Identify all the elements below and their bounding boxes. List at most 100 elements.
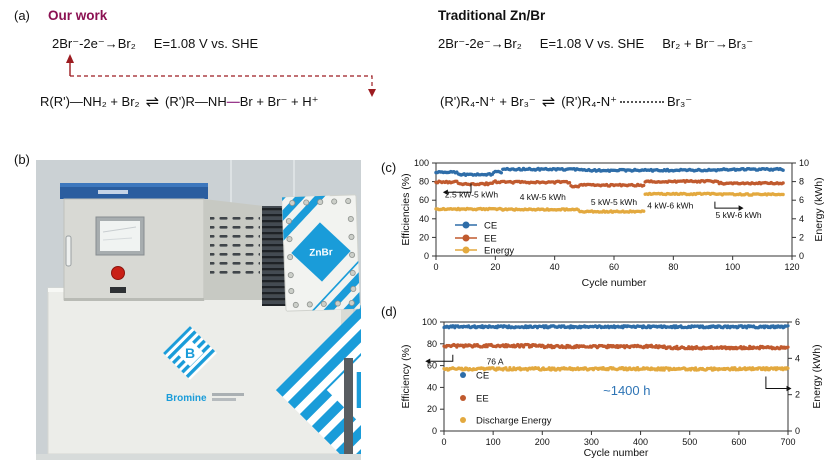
annotation: ~1400 h xyxy=(603,383,650,398)
svg-text:60: 60 xyxy=(427,361,437,371)
svg-text:40: 40 xyxy=(419,214,429,224)
series-ee xyxy=(442,342,790,351)
cabinet-edge-shadow xyxy=(344,358,353,454)
svg-text:0: 0 xyxy=(424,251,429,261)
svg-text:2: 2 xyxy=(799,232,804,242)
svg-text:40: 40 xyxy=(427,382,437,392)
our-work-title: Our work xyxy=(48,8,108,23)
recycle-arrow xyxy=(66,54,376,97)
trad-eq-potential: E=1.08 V vs. SHE xyxy=(539,36,645,51)
svg-text:4: 4 xyxy=(795,353,800,363)
annotations: 2.5 kW-5 kWh 4 kW-5 kWh 5 kW-5 kWh 4 kW-6 k… xyxy=(442,183,762,220)
svg-text:8: 8 xyxy=(799,177,804,187)
svg-text:0: 0 xyxy=(433,262,438,272)
svg-text:0: 0 xyxy=(441,437,446,447)
annotation-arrow xyxy=(765,376,787,389)
legend: CE EE Discharge Energy xyxy=(460,371,552,427)
vent-grille xyxy=(210,212,260,280)
key-slot xyxy=(110,287,126,293)
svg-text:80: 80 xyxy=(427,339,437,349)
svg-text:60: 60 xyxy=(609,262,619,272)
panel-d-label: (d) xyxy=(381,304,397,319)
svg-text:6: 6 xyxy=(795,317,800,327)
x-axis-label: Cycle number xyxy=(584,447,649,459)
trad-association-equation: (R')R₄-N⁺ + Br₃⁻ ⇌ (R')R₄-N⁺ Br₃⁻ xyxy=(440,92,692,112)
fine-print xyxy=(212,398,236,401)
x-axis-label: Cycle number xyxy=(582,277,647,289)
svg-text:100: 100 xyxy=(725,262,740,272)
annotations: 76 A ~1400 h xyxy=(425,354,792,398)
svg-text:100: 100 xyxy=(414,158,429,168)
annotation: 5 kW-5 kWh xyxy=(591,197,637,207)
svg-text:20: 20 xyxy=(419,232,429,242)
svg-text:40: 40 xyxy=(550,262,560,272)
trad-eq-oxidation: 2Br⁻-2e⁻→Br₂ xyxy=(438,36,522,51)
plate-bolts xyxy=(285,198,357,308)
series-ee xyxy=(434,178,785,189)
svg-text:10: 10 xyxy=(799,158,809,168)
svg-text:80: 80 xyxy=(668,262,678,272)
equilibrium-arrows: ⇌ xyxy=(145,94,160,111)
battery-system-photo: B B Bromine xyxy=(36,160,361,460)
trad-eq2-left: (R')R₄-N⁺ + Br₃⁻ xyxy=(440,94,536,109)
nh-br-bond: — xyxy=(226,94,240,109)
y-axis-label-left: Efficiency (%) xyxy=(400,345,412,409)
panel-c-label: (c) xyxy=(381,160,397,175)
our-eq-oxidation: 2Br⁻-2e⁻→Br₂ xyxy=(52,36,136,51)
svg-text:400: 400 xyxy=(633,437,648,447)
svg-text:0: 0 xyxy=(795,426,800,436)
band-label xyxy=(98,190,128,194)
control-cabinet xyxy=(60,183,264,301)
floor xyxy=(36,454,361,460)
legend-label: CE xyxy=(476,371,489,382)
svg-text:100: 100 xyxy=(486,437,501,447)
annotation: 5 kW-6 kWh xyxy=(716,210,762,220)
svg-text:2: 2 xyxy=(795,390,800,400)
control-cabinet-top-band xyxy=(60,187,208,199)
svg-text:200: 200 xyxy=(535,437,550,447)
our-bromination-equation: R(R')—NH₂ + Br₂ ⇌ (R')R—NH—Br + Br⁻ + H⁺ xyxy=(40,92,318,112)
y-axis-label-left: Efficiencies (%) xyxy=(400,173,412,245)
axes: 0 100 200 300 400 500 600 7000204060801000246Ef… xyxy=(400,317,823,459)
annotation-arrow xyxy=(714,201,739,209)
annotation: 2.5 kW-5 kWh xyxy=(445,189,498,199)
our-eq2-left: R(R')—NH₂ + Br₂ xyxy=(40,94,140,109)
annotation-arrow xyxy=(430,354,454,362)
equilibrium-arrows: ⇌ xyxy=(541,94,556,111)
svg-text:500: 500 xyxy=(682,437,697,447)
corner-stripes xyxy=(282,195,331,246)
chart-rate-performance: 0 20 40 60 80 100 1200204060801000246810Effici… xyxy=(400,158,825,289)
cabinet-logo-letter: B xyxy=(185,345,195,361)
svg-text:20: 20 xyxy=(427,404,437,414)
our-oxidation-equation: 2Br⁻-2e⁻→Br₂ E=1.08 V vs. SHE xyxy=(52,36,258,52)
bromine-brand-text: Bromine xyxy=(166,393,207,404)
legend-label: CE xyxy=(484,221,497,232)
panel-a-label: (a) xyxy=(14,8,30,23)
svg-text:4: 4 xyxy=(799,214,804,224)
svg-text:60: 60 xyxy=(419,195,429,205)
series-discharge-energy xyxy=(442,366,790,372)
chart-long-cycling: 0 100 200 300 400 500 600 7000204060801000246Ef… xyxy=(400,317,823,459)
emergency-stop-button xyxy=(111,266,125,280)
our-eq2-right-pre: (R')R—NH xyxy=(165,94,227,109)
svg-text:0: 0 xyxy=(432,426,437,436)
svg-text:300: 300 xyxy=(584,437,599,447)
svg-text:600: 600 xyxy=(731,437,746,447)
svg-text:0: 0 xyxy=(799,251,804,261)
znbr-logo-text: ZnBr xyxy=(309,247,333,259)
legend-label: EE xyxy=(476,394,489,405)
annotation: 4 kW-6 kWh xyxy=(647,201,693,211)
annotation-arrow xyxy=(447,183,472,193)
big-logo-letter: B xyxy=(353,362,361,420)
trad-eq2-right-post: Br₃⁻ xyxy=(667,94,693,109)
lower-cabinet: B B Bromine xyxy=(47,287,361,460)
fine-print xyxy=(212,393,244,396)
our-eq-potential: E=1.08 V vs. SHE xyxy=(153,36,259,51)
our-eq2-right-post: Br + Br⁻ + H⁺ xyxy=(239,94,319,109)
stack-end-plate: ZnBr xyxy=(281,194,361,312)
series-energy xyxy=(434,191,785,214)
y-axis-label-right: Energy (kWh) xyxy=(813,177,825,241)
svg-text:120: 120 xyxy=(784,262,799,272)
